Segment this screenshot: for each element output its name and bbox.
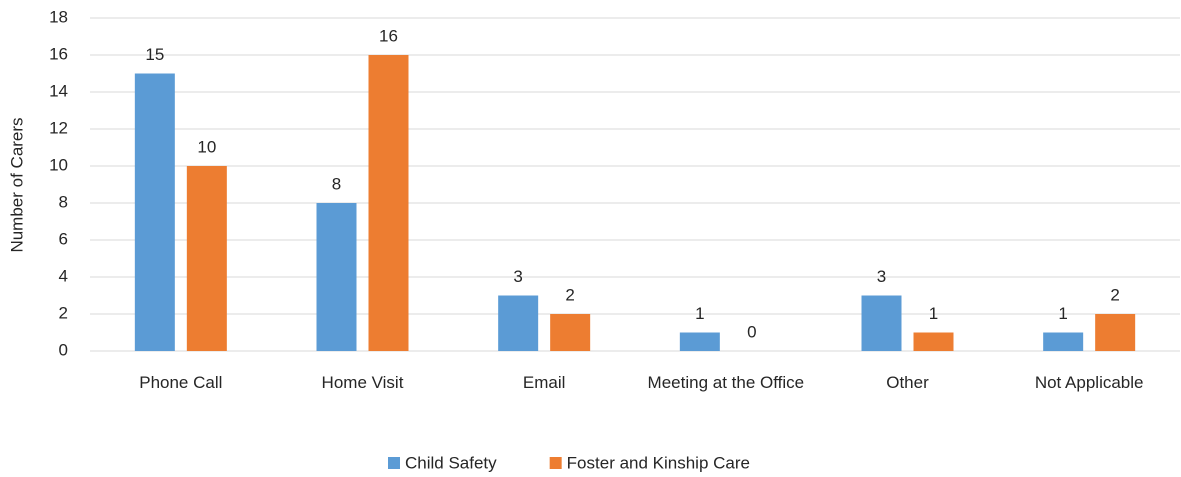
data-label: 3 (513, 267, 522, 286)
y-tick-label: 14 (49, 81, 68, 100)
bar (368, 55, 409, 351)
legend-label: Foster and Kinship Care (567, 453, 750, 472)
legend-swatch (388, 457, 400, 469)
x-tick-label: Not Applicable (1034, 373, 1144, 392)
data-label: 1 (929, 304, 938, 323)
data-label: 8 (332, 174, 341, 193)
data-label: 15 (145, 45, 164, 64)
x-tick-label: Other (886, 373, 929, 392)
bar (134, 73, 175, 351)
bar (913, 332, 954, 351)
data-label: 2 (1110, 285, 1119, 304)
bar (550, 314, 591, 351)
data-label: 3 (877, 267, 886, 286)
data-label: 16 (379, 26, 398, 45)
bar (1043, 332, 1084, 351)
y-tick-label: 12 (49, 118, 68, 137)
y-tick-label: 2 (59, 303, 68, 322)
bar (679, 332, 720, 351)
bar (316, 203, 357, 351)
data-label: 2 (565, 285, 574, 304)
y-tick-label: 4 (59, 266, 68, 285)
data-label: 1 (695, 304, 704, 323)
x-tick-label: Email (522, 373, 566, 392)
data-label: 10 (197, 137, 216, 156)
x-tick-label: Phone Call (139, 373, 223, 392)
y-tick-label: 18 (49, 7, 68, 26)
y-tick-label: 6 (59, 229, 68, 248)
data-label: 0 (747, 322, 756, 341)
y-axis-label: Number of Carers (7, 117, 26, 252)
bar (498, 295, 539, 351)
data-label: 1 (1058, 304, 1067, 323)
y-tick-label: 0 (59, 340, 68, 359)
x-tick-label: Meeting at the Office (647, 373, 805, 392)
x-tick-label: Home Visit (321, 373, 404, 392)
y-tick-label: 16 (49, 44, 68, 63)
bar (186, 166, 227, 351)
bar (1095, 314, 1136, 351)
legend-label: Child Safety (405, 453, 497, 472)
legend-swatch (549, 457, 562, 469)
y-tick-label: 8 (59, 192, 68, 211)
bar (861, 295, 902, 351)
y-tick-label: 10 (49, 155, 68, 174)
